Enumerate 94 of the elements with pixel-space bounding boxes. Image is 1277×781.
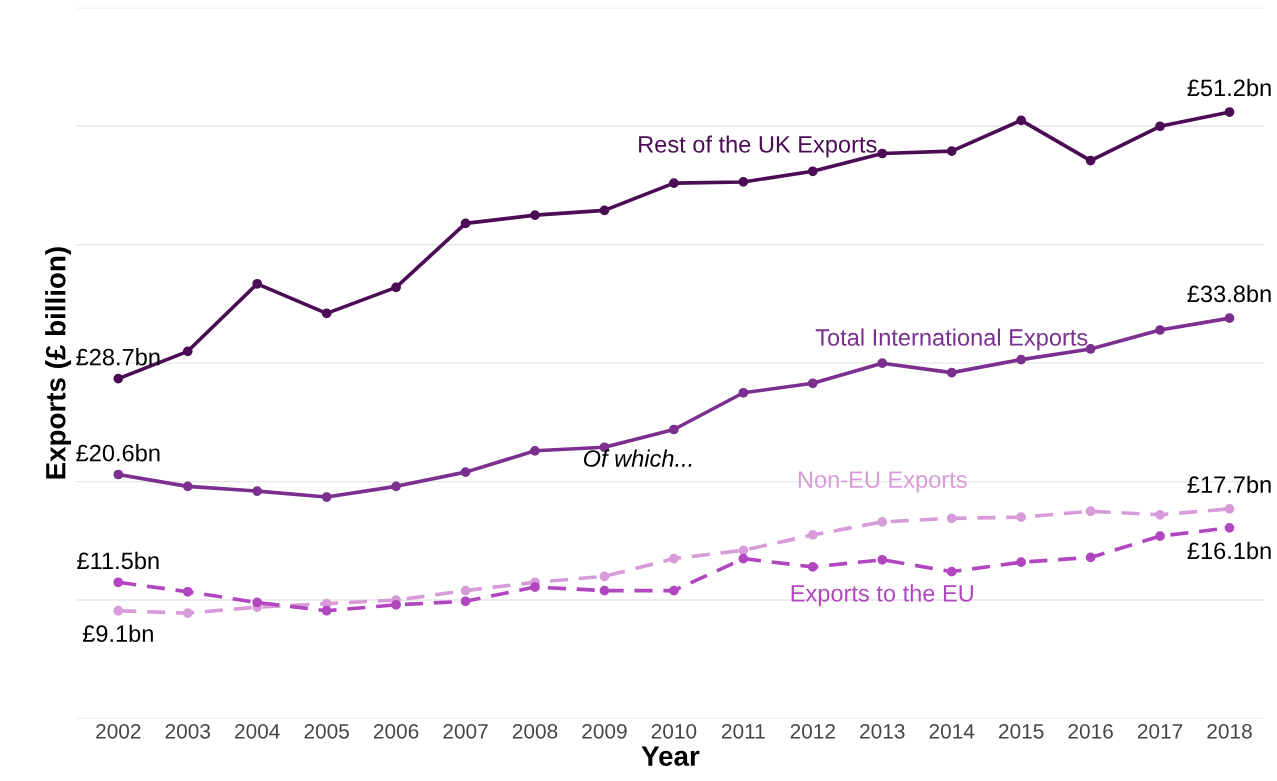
point (807, 166, 818, 177)
point (391, 481, 401, 492)
point (113, 469, 124, 480)
data-label: £17.7bn (1187, 475, 1271, 493)
point (1085, 552, 1096, 563)
point (391, 599, 401, 610)
point (460, 585, 471, 596)
data-label: £51.2bn (1187, 78, 1271, 97)
point (1155, 531, 1165, 541)
data-label: £28.7bn (76, 348, 160, 366)
point (321, 492, 332, 502)
point (807, 378, 818, 389)
point (252, 486, 263, 496)
point (807, 530, 818, 540)
point (877, 554, 888, 565)
point (669, 585, 679, 596)
point (1224, 503, 1235, 514)
series-label: Exports to the EU (791, 584, 973, 607)
data-label: £20.6bn (76, 444, 160, 462)
point (182, 346, 193, 357)
x-axis-title: Year (641, 746, 700, 766)
point (669, 553, 679, 564)
x-tick-label: 2011 (721, 723, 765, 739)
point (1016, 512, 1027, 523)
point (530, 445, 540, 456)
x-tick-label: 2017 (1137, 723, 1183, 739)
x-tick-label: 2010 (651, 723, 697, 739)
x-tick-label: 2018 (1207, 723, 1252, 739)
point (946, 146, 957, 156)
x-tick-label: 2005 (304, 723, 349, 739)
point (738, 387, 749, 398)
point (460, 218, 471, 229)
data-label: £16.1bn (1187, 541, 1271, 560)
point (669, 178, 679, 188)
point (807, 562, 818, 572)
point (1155, 325, 1165, 335)
point (946, 513, 957, 524)
point (252, 278, 263, 289)
point (113, 373, 124, 384)
x-tick-label: 2004 (235, 723, 280, 739)
point (460, 596, 471, 607)
x-tick-label: 2009 (582, 723, 627, 739)
point (113, 577, 124, 588)
point (1016, 115, 1027, 126)
point (182, 586, 193, 597)
point (738, 545, 749, 556)
point (391, 282, 401, 293)
point (946, 367, 957, 378)
point (946, 566, 957, 577)
point (877, 148, 888, 159)
point (182, 608, 193, 618)
series-label: Rest of the UK Exports (639, 135, 877, 158)
point (599, 585, 610, 596)
point (1155, 509, 1165, 520)
point (738, 177, 749, 187)
point (460, 467, 471, 478)
point (877, 517, 888, 527)
point (1085, 506, 1096, 517)
point (1224, 313, 1235, 324)
point (1155, 121, 1165, 132)
x-tick-label: 2016 (1068, 723, 1113, 739)
point (321, 605, 332, 616)
point (738, 553, 749, 564)
x-tick-label: 2002 (96, 723, 141, 739)
x-tick-label: 2006 (373, 723, 419, 739)
point (113, 605, 124, 616)
series-label: Non-EU Exports (798, 471, 967, 493)
point (669, 424, 679, 435)
data-label: £11.5bn (77, 551, 159, 570)
point (1224, 107, 1235, 117)
point (1016, 557, 1027, 568)
point (530, 582, 540, 592)
point (321, 308, 332, 319)
point (1085, 155, 1096, 166)
x-tick-label: 2014 (929, 723, 975, 739)
x-tick-label: 2008 (512, 723, 558, 739)
point (530, 210, 540, 220)
annotation: Of which... (583, 449, 692, 467)
x-tick-label: 2007 (443, 723, 488, 739)
point (599, 205, 610, 216)
x-tick-label: 2003 (165, 723, 210, 739)
x-tick-label: 2015 (999, 723, 1044, 739)
series-label: Total International Exports (815, 328, 1088, 351)
x-tick-label: 2013 (860, 723, 905, 739)
point (599, 571, 610, 582)
point (877, 358, 888, 369)
data-label: £9.1bn (82, 624, 153, 643)
point (252, 597, 263, 608)
y-axis-title: Exports (£ billion) (45, 247, 72, 479)
point (1016, 354, 1027, 365)
point (182, 481, 193, 492)
point (1224, 522, 1235, 533)
data-label: £33.8bn (1187, 284, 1271, 303)
x-tick-label: 2012 (790, 723, 835, 739)
